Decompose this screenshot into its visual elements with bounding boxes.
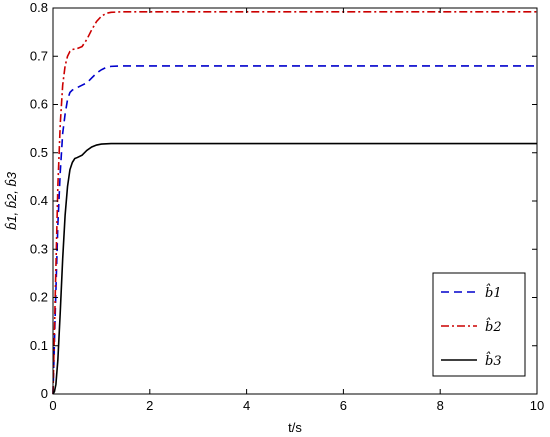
legend-box [432, 272, 526, 377]
x-tick-label: 6 [340, 398, 347, 413]
y-axis-label: b̂1, b̂2, b̂3 [4, 171, 19, 230]
y-tick-label: 0.8 [30, 0, 48, 15]
y-tick-label: 0.5 [30, 145, 48, 160]
y-tick-label: 0.6 [30, 97, 48, 112]
series-line-1 [52, 65, 537, 395]
x-tick-label: 8 [437, 398, 444, 413]
legend-label-1: b̂1 [485, 283, 502, 301]
x-tick-label: 4 [243, 398, 250, 413]
y-tick-label: 0.1 [30, 338, 48, 353]
x-tick-label: 0 [49, 398, 56, 413]
y-tick-label: 0.3 [30, 241, 48, 256]
y-tick-label: 0.2 [30, 290, 48, 305]
x-tick-label: 10 [530, 398, 544, 413]
y-tick-label: 0.4 [30, 193, 48, 208]
series-layer [52, 11, 537, 395]
legend-label-3: b̂3 [485, 351, 502, 369]
legend: b̂1 b̂2 b̂3 [432, 272, 526, 377]
axes-layer: 0 2 4 6 8 10 0 0.1 0.2 0.3 0.4 0.5 0.6 0.7 0.8 [30, 0, 544, 413]
series-line-3 [52, 142, 537, 395]
y-tick-label: 0 [41, 386, 48, 401]
y-tick-label: 0.7 [30, 48, 48, 63]
x-tick-label: 2 [146, 398, 153, 413]
x-axis-label: t/s [288, 420, 302, 435]
legend-label-2: b̂2 [485, 317, 502, 335]
